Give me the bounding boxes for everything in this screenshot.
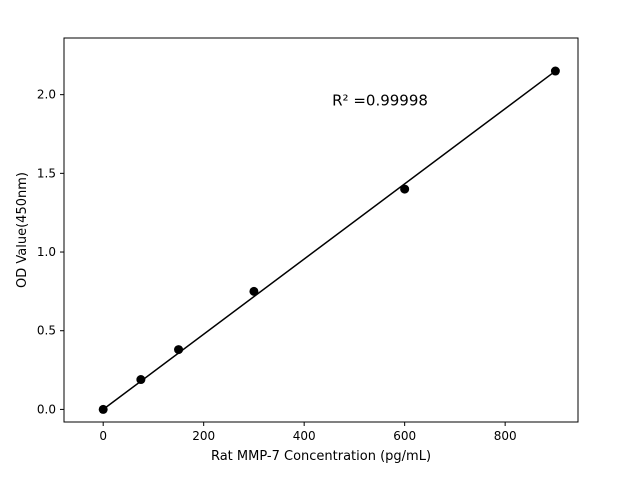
- axes-frame: [63, 37, 579, 423]
- x-tick-label: 200: [192, 429, 215, 443]
- y-tick-label: 1.5: [37, 166, 56, 180]
- x-tick-label: 400: [293, 429, 316, 443]
- y-axis-label: OD Value(450nm): [15, 172, 30, 288]
- y-tick-label: 2.0: [37, 88, 56, 102]
- data-point: [400, 184, 410, 194]
- data-point: [174, 345, 184, 355]
- x-tick-label: 0: [99, 429, 107, 443]
- fit-line: [102, 70, 556, 411]
- r-squared-annotation: R² =0.99998: [332, 92, 428, 110]
- data-point: [136, 375, 146, 385]
- y-tick-label: 1.0: [37, 245, 56, 259]
- x-axis-label: Rat MMP-7 Concentration (pg/mL): [211, 449, 431, 464]
- x-tick-label: 800: [494, 429, 517, 443]
- data-point: [550, 66, 560, 76]
- y-tick-label: 0.5: [37, 324, 56, 338]
- x-tick-label: 600: [393, 429, 416, 443]
- data-point: [249, 286, 259, 296]
- y-tick-label: 0.0: [37, 402, 56, 416]
- data-point: [98, 404, 108, 414]
